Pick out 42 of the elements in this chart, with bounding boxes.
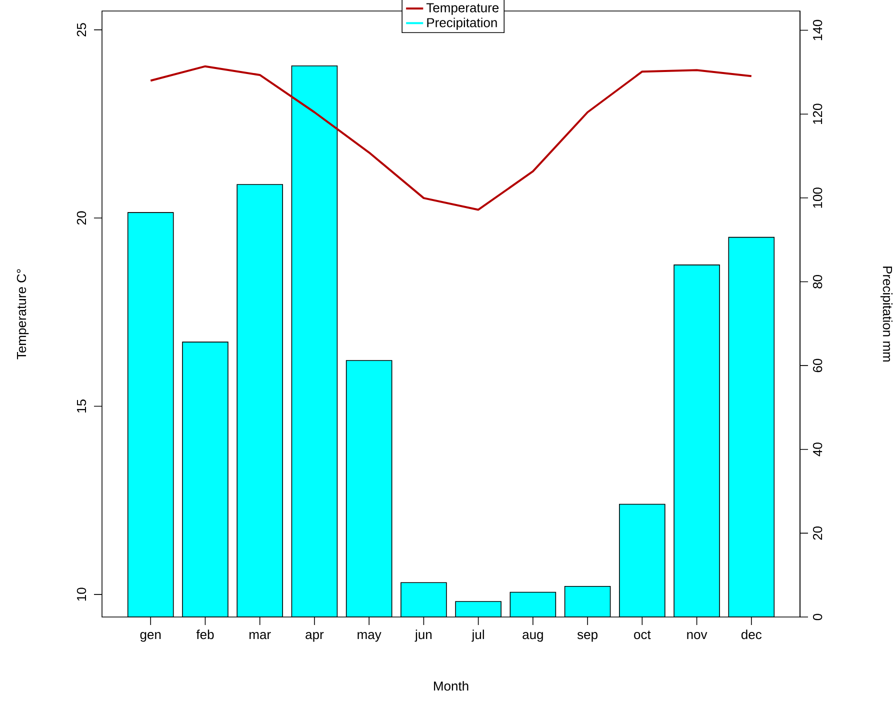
x-tick-label: apr <box>306 632 324 642</box>
bar <box>237 184 283 617</box>
y2-tick-label: 120 <box>812 104 822 124</box>
y-tick-label: 20 <box>76 211 86 225</box>
y-tick-label: 15 <box>77 400 86 412</box>
y2-tick-label: 40 <box>812 442 822 456</box>
legend-label: Temperature <box>426 3 499 15</box>
bar <box>728 236 775 617</box>
x-tick-label: jun <box>414 630 432 642</box>
y2-tick-label: 80 <box>812 275 822 288</box>
y2-tick-label: 100 <box>812 188 822 208</box>
y2-tick-label: 140 <box>812 20 822 40</box>
y-axis-title: Temperature C° <box>16 269 29 360</box>
x-axis-title: Month <box>434 681 468 691</box>
bar <box>564 586 610 617</box>
bar <box>510 592 556 617</box>
line-series <box>150 65 752 211</box>
bar <box>674 264 720 617</box>
y2-axis-title: Precipitation mm <box>880 266 892 362</box>
bar <box>400 582 446 617</box>
y-tick-label: 25 <box>76 23 86 36</box>
x-tick-label: jul <box>472 630 484 642</box>
y2-tick-label: 20 <box>812 526 822 540</box>
y-tick-label: 10 <box>76 588 86 601</box>
x-tick-label: aug <box>522 632 543 642</box>
bar <box>292 66 338 617</box>
x-tick-label: nov <box>687 632 708 640</box>
bar <box>182 342 228 617</box>
x-tick-label: may <box>358 632 382 642</box>
bar <box>619 504 665 617</box>
bar <box>128 212 174 617</box>
x-tick-label: mar <box>250 632 271 640</box>
x-tick-label: feb <box>196 630 214 640</box>
x-tick-label: dec <box>741 630 762 640</box>
y2-tick-label: 60 <box>812 358 822 372</box>
y2-tick-label: 0 <box>812 614 822 620</box>
x-tick-label: sep <box>577 632 598 642</box>
x-tick-label: oct <box>634 630 651 640</box>
bar <box>346 360 392 617</box>
x-tick-label: gen <box>140 632 161 642</box>
bar <box>456 601 502 617</box>
legend-label: Precipitation <box>427 18 497 30</box>
